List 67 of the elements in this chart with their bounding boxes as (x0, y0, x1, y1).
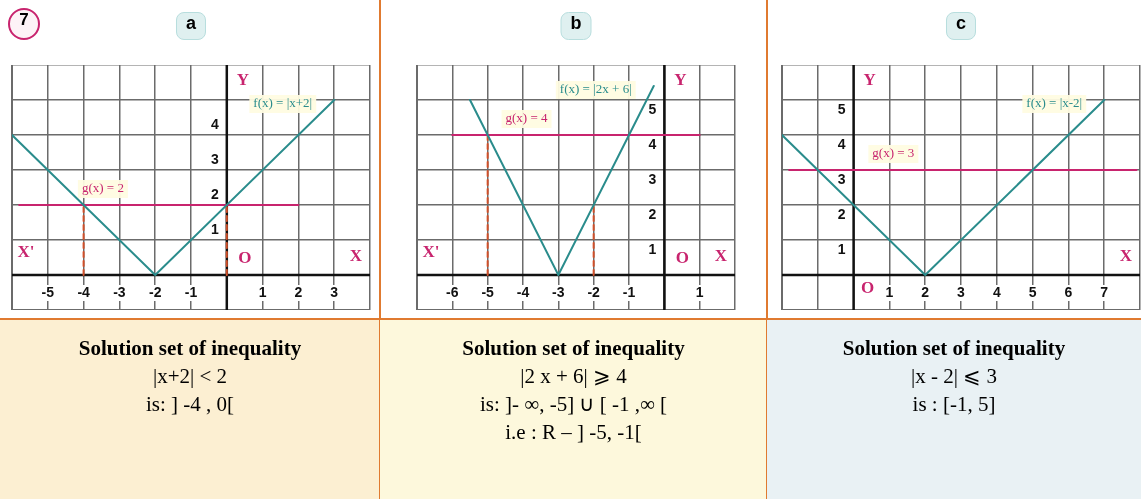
text: Solution set of inequality (841, 335, 1067, 362)
text: |x+2| < 2 (151, 363, 229, 390)
x-tick-label: -1 (184, 283, 198, 300)
text: |x - 2| ⩽ 3 (910, 363, 998, 390)
y-tick-label: 4 (648, 135, 657, 152)
y-tick-label: 1 (648, 240, 657, 257)
y-tick-label: 1 (837, 240, 846, 257)
x-tick-label: 1 (695, 283, 704, 300)
series-label: g(x) = 2 (81, 180, 124, 196)
x-tick-label: -6 (446, 283, 459, 300)
y-axis-title: Y (863, 70, 876, 90)
chart-title: a (175, 12, 207, 40)
x-tick-label: -5 (41, 283, 55, 300)
series-label: f(x) = |2x + 6| (559, 81, 632, 97)
y-tick-label: 5 (648, 100, 657, 117)
y-axis-title: Y (236, 70, 249, 90)
x-tick-label: -3 (552, 283, 565, 300)
x-axis-title: X (714, 246, 728, 266)
annotation: O (860, 278, 875, 298)
y-tick-label: 2 (210, 185, 219, 202)
text: i.e : R – ] -5, -1[ (504, 419, 643, 446)
annotation: O (675, 248, 689, 268)
y-tick-label: 4 (210, 115, 219, 132)
x-tick-label: 3 (330, 283, 339, 300)
chart-subtitle: 7 (8, 8, 40, 40)
x-tick-label: -2 (148, 283, 162, 300)
y-tick-label: 3 (210, 150, 219, 167)
x-tick-label: 7 (1100, 283, 1109, 300)
text: is: ]- ∞, -5] ∪ [ -1 ,∞ [ (478, 391, 669, 418)
y-axis-title: Y (674, 70, 687, 90)
x-tick-label: 1 (258, 283, 267, 300)
x-axis-title: X (1119, 246, 1133, 266)
series-label: g(x) = 3 (872, 145, 915, 161)
x-tick-label: -3 (113, 283, 126, 300)
annotation: X' (422, 242, 440, 262)
series-label: f(x) = |x+2| (253, 95, 313, 111)
x-tick-label: 3 (957, 283, 966, 300)
x-tick-label: -4 (77, 283, 91, 300)
y-tick-label: 2 (648, 205, 657, 222)
y-tick-label: 3 (648, 170, 657, 187)
chart-title: c (945, 12, 977, 40)
x-tick-label: -5 (481, 283, 495, 300)
y-tick-label: 4 (837, 135, 846, 152)
x-tick-label: -2 (587, 283, 601, 300)
y-tick-label: 3 (837, 170, 846, 187)
annotation: O (238, 248, 252, 268)
x-tick-label: 5 (1028, 283, 1037, 300)
x-tick-label: 4 (992, 283, 1001, 300)
annotation: X' (17, 242, 35, 262)
series-label: g(x) = 4 (505, 110, 549, 126)
text: |2 x + 6| ⩾ 4 (519, 363, 628, 390)
x-tick-label: -4 (516, 283, 530, 300)
y-tick-label: 1 (210, 220, 219, 237)
x-tick-label: 2 (294, 283, 303, 300)
x-tick-label: -1 (622, 283, 636, 300)
x-tick-label: 1 (885, 283, 894, 300)
text: Solution set of inequality (461, 335, 686, 362)
x-tick-label: 6 (1064, 283, 1073, 300)
y-tick-label: 2 (837, 205, 846, 222)
x-tick-label: 2 (921, 283, 930, 300)
chart-title: b (560, 12, 592, 40)
text: is: ] -4 , 0[ (144, 391, 236, 418)
x-axis-title: X (349, 246, 363, 266)
y-tick-label: 5 (837, 100, 846, 117)
series-label: f(x) = |x-2| (1026, 95, 1083, 111)
text: Solution set of inequality (77, 335, 303, 362)
text: is : [-1, 5] (911, 391, 997, 418)
